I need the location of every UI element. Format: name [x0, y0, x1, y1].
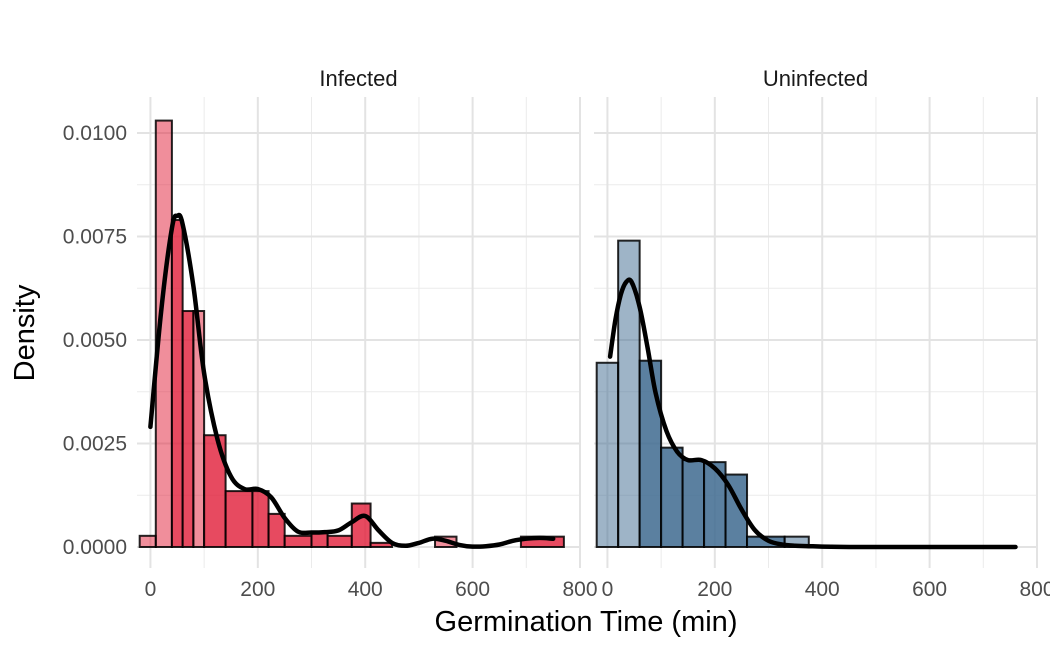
panel-infected: Infected 0 200 400 600 800 [137, 66, 598, 601]
panel-strip-label: Infected [319, 66, 397, 91]
y-axis-title: Density [9, 284, 41, 381]
panel-uninfected: Uninfected 0 200 400 600 800 [594, 66, 1050, 601]
histogram-bar [267, 512, 286, 549]
panel-strip-label: Uninfected [763, 66, 868, 91]
x-tick-label: 0 [145, 578, 157, 601]
histogram-bar [595, 361, 620, 548]
x-axis-ticks: 0 200 400 600 800 [602, 578, 1050, 601]
x-tick-label: 400 [805, 578, 840, 601]
histogram-bars [138, 119, 565, 549]
y-tick-label: 0.0100 [63, 122, 127, 145]
histogram-bar [170, 218, 184, 548]
histogram-bar [138, 534, 157, 549]
density-curve [607, 277, 1018, 550]
density-curve [148, 212, 556, 549]
panels-layer: Infected 0 200 400 600 800 Uninfected 0 200 400 60… [137, 66, 1050, 601]
histogram-bar [681, 459, 706, 548]
histogram-bar [638, 359, 663, 549]
grid-lines [137, 97, 581, 568]
x-tick-label: 800 [562, 578, 597, 601]
histogram-bar [369, 541, 394, 548]
x-tick-label: 600 [912, 578, 947, 601]
x-tick-label: 800 [1019, 578, 1050, 601]
histogram-bar [224, 490, 254, 548]
x-tick-label: 0 [602, 578, 614, 601]
y-tick-label: 0.0050 [63, 329, 127, 352]
histogram-bar [283, 534, 313, 549]
y-tick-label: 0.0025 [63, 433, 127, 456]
histogram-bar [181, 310, 195, 548]
x-axis-ticks: 0 200 400 600 800 [145, 578, 598, 601]
x-tick-label: 200 [240, 578, 275, 601]
histogram-bar [350, 502, 372, 548]
x-tick-label: 200 [697, 578, 732, 601]
x-tick-label: 400 [348, 578, 383, 601]
histogram-bar [251, 490, 270, 548]
y-axis: 0.0000 0.0025 0.0050 0.0075 0.0100 [63, 122, 127, 559]
histogram-bar [660, 446, 684, 549]
histogram-bars [595, 239, 810, 549]
y-tick-label: 0.0075 [63, 226, 127, 249]
x-axis-title: Germination Time (min) [435, 606, 738, 638]
histogram-bar [326, 534, 353, 549]
y-tick-label: 0.0000 [63, 536, 127, 559]
x-tick-label: 600 [455, 578, 490, 601]
